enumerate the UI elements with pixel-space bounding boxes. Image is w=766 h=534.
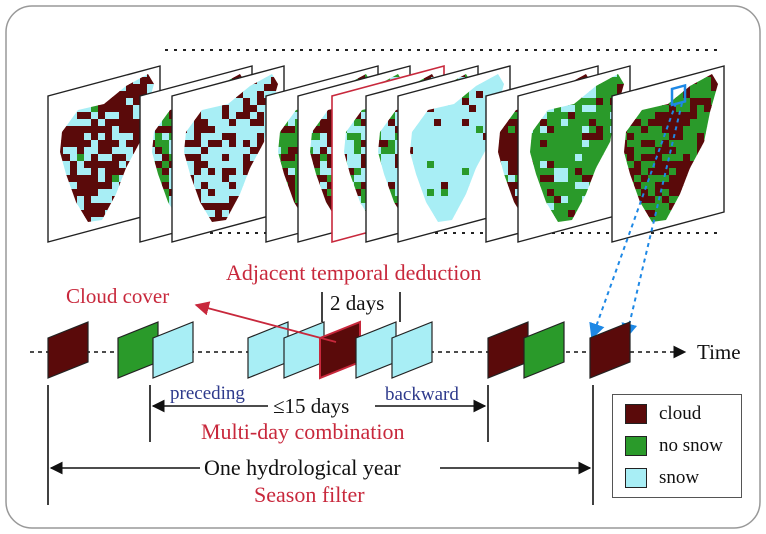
hydrological-year-label: One hydrological year [204,455,401,480]
legend: cloud no snow snow [612,394,742,498]
pixel-arrow-left [589,102,677,340]
legend-swatch-cloud [625,404,647,424]
timeline-tile [247,321,289,379]
pixel-marker [670,83,687,107]
cloud-cover-label: Cloud cover [66,284,170,308]
time-label: Time [697,340,741,364]
timeline-tile [487,321,529,379]
timeline-tiles [47,320,631,380]
fifteen-days-label: ≤15 days [273,394,350,418]
cloud-cover-arrow [194,301,337,343]
timeline-tile [152,321,194,379]
legend-swatch-no-snow [625,436,647,456]
legend-item-snow: snow [625,467,699,489]
multi-day-combination-label: Multi-day combination [201,419,405,444]
legend-label-snow: snow [659,467,700,488]
timeline-tile [589,321,631,379]
two-days-label: 2 days [330,291,385,315]
legend-label-no-snow: no snow [659,435,723,456]
legend-item-no-snow: no snow [625,435,723,457]
timeline-tile [355,321,397,379]
preceding-label: preceding [170,383,245,404]
timeline-tile [47,321,89,379]
image-panel [517,65,631,243]
outer-frame [5,5,761,529]
backward-label: backward [385,384,459,405]
adjacent-temporal-deduction-label: Adjacent temporal deduction [226,260,482,285]
image-stack [47,64,725,244]
legend-label-cloud: cloud [659,403,702,424]
legend-swatch-snow [625,468,647,488]
image-panel [611,65,725,243]
legend-item-cloud: cloud [625,403,701,425]
season-filter-label: Season filter [254,482,365,507]
timeline-tile [117,321,159,379]
pixel-arrow-right [621,102,683,340]
timeline-tile [523,321,565,379]
timeline-tile [391,321,433,379]
timeline-tile [319,320,361,380]
